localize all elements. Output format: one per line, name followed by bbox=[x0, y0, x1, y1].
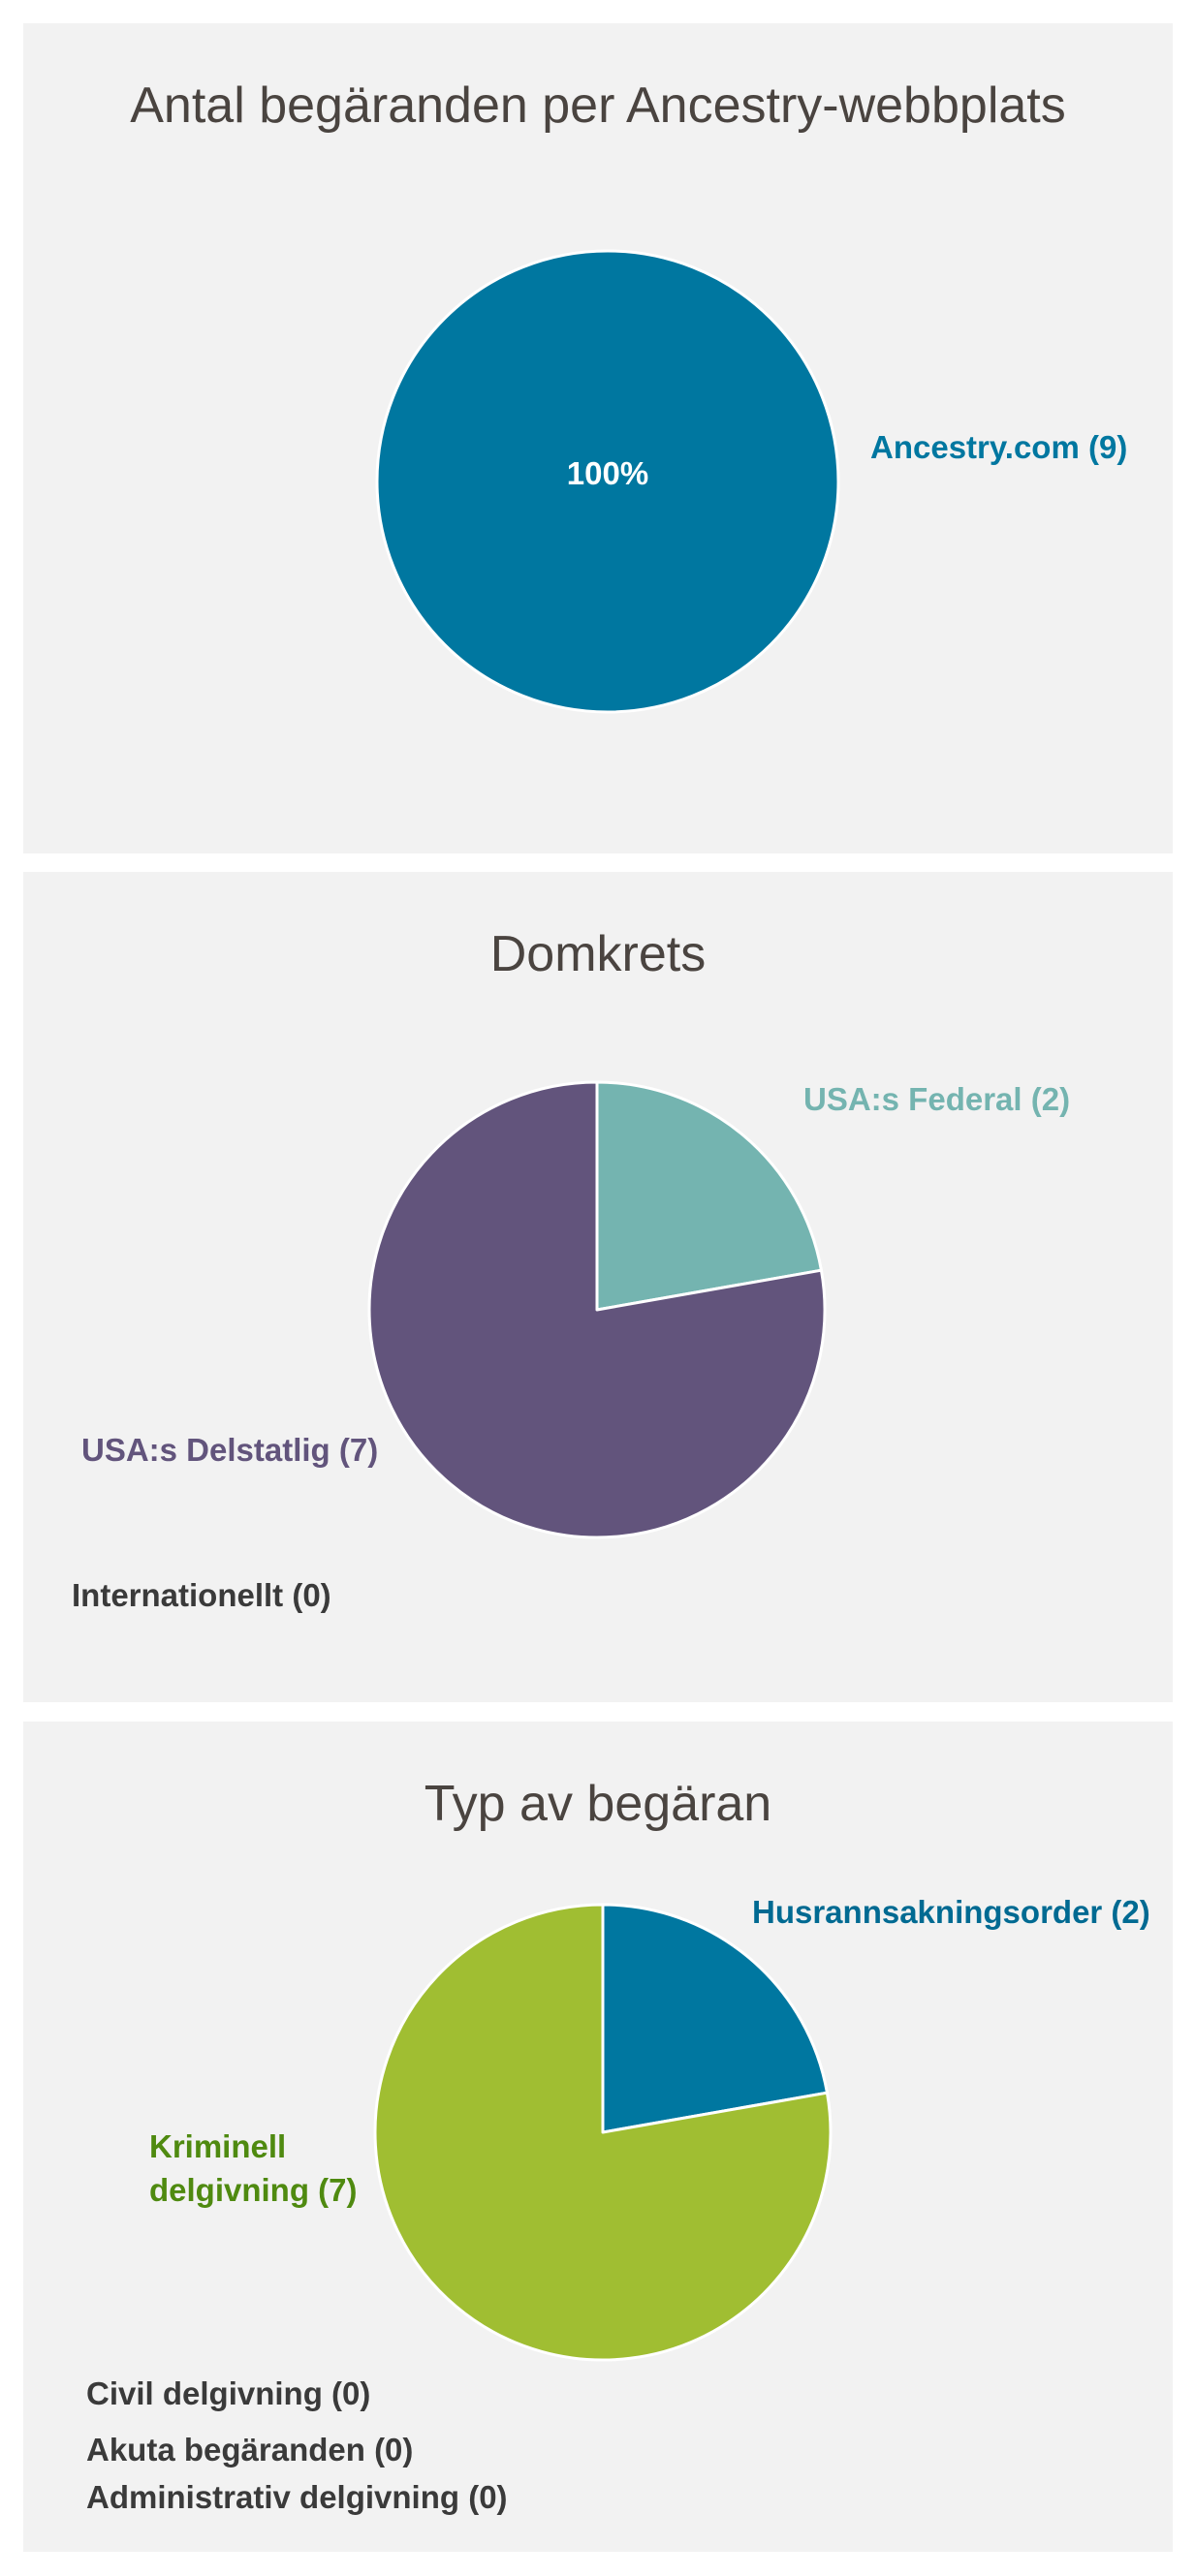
pie-slice-federal bbox=[595, 1080, 823, 1312]
pie-chart-request-type: Husrannsakningsorder (2) Kriminell delgi… bbox=[149, 1894, 1150, 2362]
zero-entry-international: Internationellt (0) bbox=[72, 1577, 331, 1613]
slice-label-criminal-line1: Kriminell bbox=[149, 2128, 286, 2164]
chart-title: Typ av begäran bbox=[424, 1776, 772, 1832]
slice-label-federal: USA:s Federal (2) bbox=[803, 1081, 1070, 1117]
pie-chart-sites: Ancestry.com (9) 100% bbox=[375, 249, 1127, 714]
slice-label-warrant: Husrannsakningsorder (2) bbox=[752, 1894, 1150, 1930]
slice-label-ancestry: Ancestry.com (9) bbox=[870, 429, 1127, 465]
zero-entry-civil: Civil delgivning (0) bbox=[86, 2375, 371, 2411]
pie-slice-ancestry bbox=[375, 249, 840, 714]
pie-slice-state bbox=[367, 1080, 827, 1539]
pie-slice-criminal bbox=[373, 1903, 833, 2362]
chart-panel-request-type: Typ av begäran Husrannsakningsorder (2) … bbox=[23, 1722, 1173, 2552]
chart-title: Antal begäranden per Ancestry-webbplats bbox=[130, 78, 1066, 134]
chart-panel-sites: Antal begäranden per Ancestry-webbplats … bbox=[23, 23, 1173, 853]
pie-slice-warrant bbox=[601, 1903, 829, 2134]
pie-chart-jurisdiction: USA:s Federal (2) USA:s Delstatlig (7) bbox=[81, 1080, 1070, 1539]
chart-panel-jurisdiction: Domkrets USA:s Federal (2) USA:s Delstat… bbox=[23, 872, 1173, 1702]
slice-label-criminal-line2: delgivning (7) bbox=[149, 2172, 358, 2208]
zero-entry-urgent: Akuta begäranden (0) bbox=[86, 2432, 414, 2467]
chart-title: Domkrets bbox=[489, 926, 707, 982]
slice-label-criminal: Kriminell delgivning (7) bbox=[149, 2128, 358, 2208]
zero-entry-administrative: Administrativ delgivning (0) bbox=[86, 2479, 508, 2515]
slice-percent-label: 100% bbox=[567, 455, 648, 491]
slice-label-state: USA:s Delstatlig (7) bbox=[81, 1432, 378, 1468]
